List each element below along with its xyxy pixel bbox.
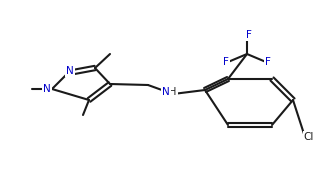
Text: Cl: Cl [304, 132, 314, 142]
Text: N: N [66, 66, 74, 76]
Text: N: N [162, 87, 170, 97]
Text: F: F [265, 57, 271, 67]
Text: F: F [223, 57, 229, 67]
Text: N: N [43, 84, 51, 94]
Text: F: F [246, 30, 252, 40]
Text: H: H [169, 87, 177, 97]
